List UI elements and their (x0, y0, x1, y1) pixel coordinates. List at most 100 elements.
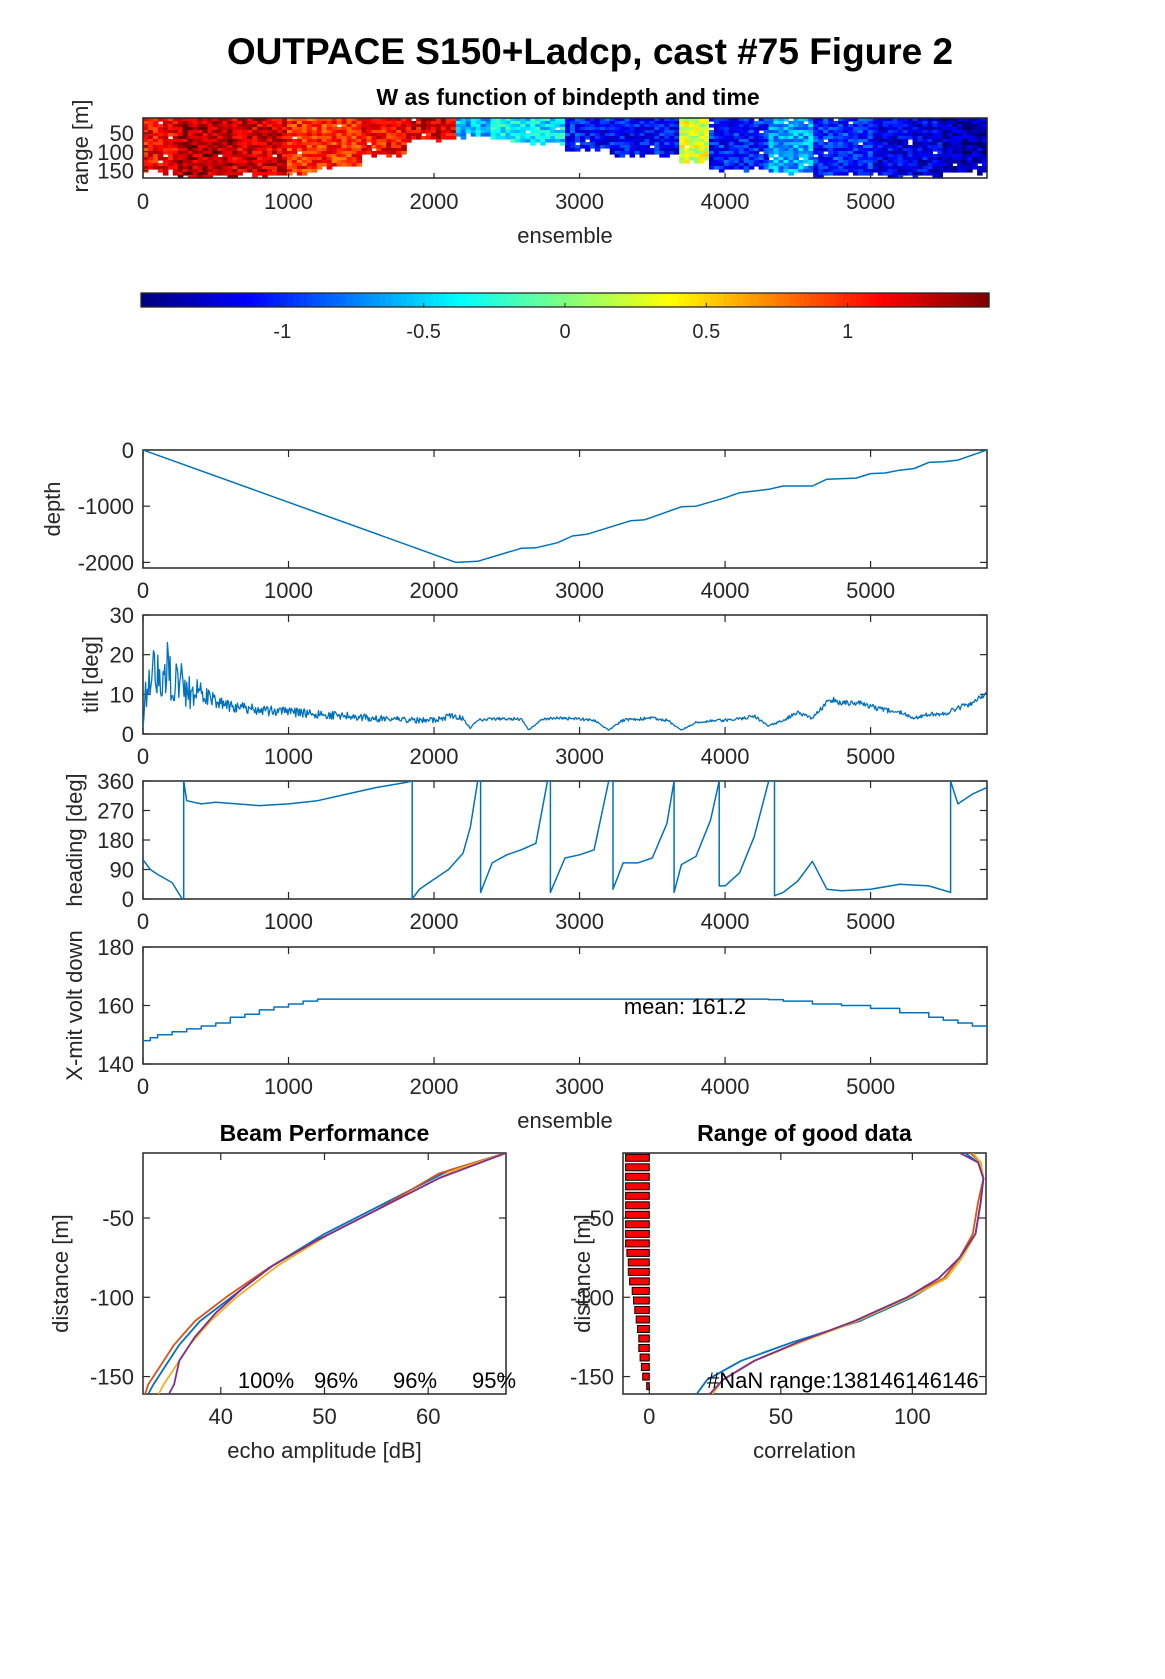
heatmap-cell (530, 139, 536, 143)
heatmap-cell (217, 127, 224, 131)
heatmap-cell (803, 148, 809, 152)
heatmap-cell (550, 121, 556, 125)
colorbar-swatch (353, 293, 361, 307)
heatmap-cell (644, 139, 650, 143)
heatmap-cell (242, 154, 248, 158)
heatmap-cell (892, 130, 899, 134)
heatmap-cell (947, 166, 953, 170)
heatmap-cell (723, 145, 730, 149)
heatmap-cell (962, 163, 968, 167)
y-tick-label: -1000 (78, 494, 134, 519)
heatmap-cell (738, 151, 745, 155)
heatmap-cell (550, 124, 556, 128)
heatmap-cell (704, 151, 710, 155)
heatmap-cell (371, 136, 377, 140)
heatmap-cell (823, 127, 829, 131)
heatmap-cell (172, 166, 179, 170)
heatmap-cell (872, 154, 879, 158)
heatmap-cell (877, 136, 884, 140)
heatmap-cell (594, 133, 601, 137)
colorbar-swatch (478, 293, 487, 307)
heatmap-cell (932, 160, 938, 164)
heatmap-cell (361, 127, 367, 131)
heatmap-cell (157, 157, 164, 161)
heatmap-cell (937, 124, 943, 128)
x-tick-label: 1000 (264, 1074, 313, 1099)
heatmap-cell (684, 139, 690, 143)
heatmap-cell (371, 154, 377, 158)
heatmap-cell (495, 130, 502, 134)
heatmap-cell (316, 139, 323, 143)
heatmap-cell (515, 139, 521, 143)
heatmap-cell (242, 118, 248, 122)
heatmap-cell (713, 145, 720, 149)
heatmap-cell (450, 130, 457, 134)
colorbar-swatch (392, 293, 400, 307)
heatmap-cell (838, 121, 844, 125)
heatmap-cell (728, 118, 735, 122)
heatmap-cell (619, 139, 626, 143)
heatmap-cell (867, 142, 874, 146)
heatmap-cell (972, 148, 978, 152)
heatmap-cell (212, 139, 219, 143)
heatmap-cell (480, 130, 487, 134)
heatmap-cell (391, 145, 397, 149)
heatmap-cell (455, 130, 462, 134)
heatmap-cell (346, 121, 353, 125)
heatmap-cell (882, 172, 889, 176)
heatmap-cell (892, 175, 899, 179)
heatmap-cell (957, 139, 963, 143)
heatmap-cell (202, 157, 209, 161)
heatmap-cell (227, 148, 233, 152)
heatmap-cell (867, 118, 874, 122)
x-tick-label: 4000 (701, 189, 750, 214)
heatmap-cell (356, 127, 363, 131)
heatmap-cell (927, 154, 933, 158)
heatmap-cell (713, 136, 720, 140)
heatmap-cell (247, 163, 253, 167)
colorbar-swatch (233, 293, 241, 307)
heatmap-cell (416, 130, 422, 134)
heatmap-cell (599, 118, 606, 122)
heatmap-cell (718, 148, 725, 152)
heatmap-cell (316, 151, 323, 155)
heatmap-cell (813, 172, 819, 176)
heatmap-cell (942, 127, 948, 131)
heatmap-cell (326, 142, 333, 146)
heatmap-cell (480, 124, 487, 128)
heatmap-cell (758, 133, 765, 137)
heatmap-cell (431, 136, 437, 140)
heatmap-cell (267, 127, 273, 131)
heatmap-cell (709, 118, 715, 122)
heatmap-cell (267, 148, 273, 152)
heatmap-cell (311, 136, 318, 140)
heatmap-cell (763, 154, 770, 158)
heatmap-cell (654, 133, 660, 137)
heatmap-cell (197, 151, 204, 155)
heatmap-cell (743, 118, 750, 122)
heatmap-cell (177, 175, 184, 179)
heatmap-cell (262, 175, 268, 179)
heatmap-cell (306, 142, 313, 146)
heatmap-cell (152, 163, 159, 167)
y-tick-label: 160 (97, 994, 134, 1019)
heatmap-cell (982, 148, 988, 152)
heatmap-cell (917, 169, 924, 173)
heatmap-cell (952, 118, 958, 122)
heatmap-cell (555, 130, 561, 134)
heatmap-cell (177, 163, 184, 167)
heatmap-cell (694, 142, 700, 146)
heatmap-cell (296, 136, 303, 140)
heatmap-cell (450, 133, 457, 137)
heatmap-cell (242, 127, 248, 131)
heatmap-cell (704, 121, 710, 125)
heatmap-cell (768, 169, 775, 173)
heatmap-cell (212, 133, 219, 137)
heatmap-cell (515, 133, 521, 137)
heatmap-cell (862, 142, 869, 146)
heatmap-cell (525, 118, 531, 122)
nan-bar (631, 1286, 650, 1295)
heatmap-cell (396, 145, 402, 149)
heatmap-cell (182, 139, 189, 143)
heatmap-cell (728, 160, 735, 164)
